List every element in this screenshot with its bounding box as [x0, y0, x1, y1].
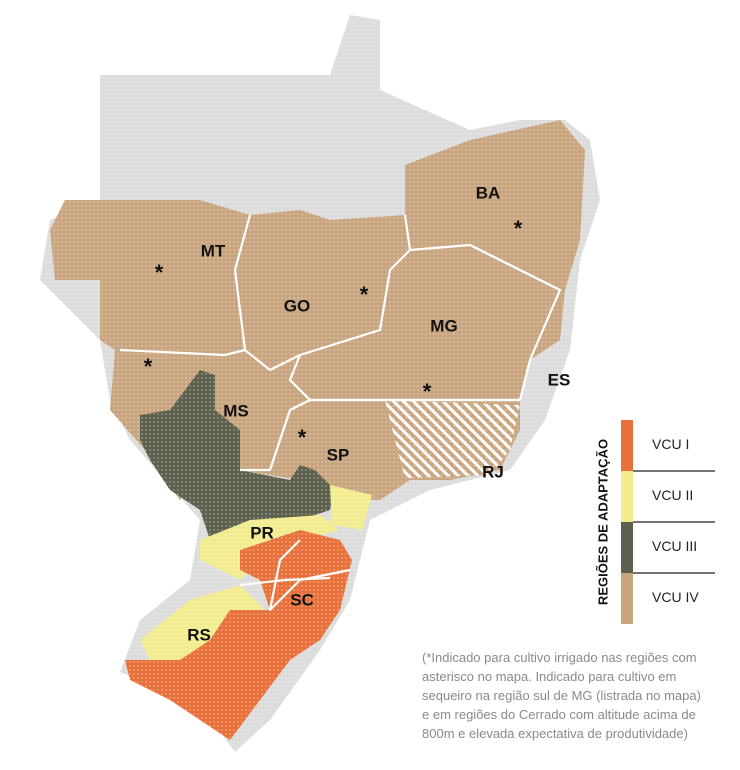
asterisk: *: [423, 379, 432, 404]
state-border: [240, 214, 412, 472]
state-border: [239, 576, 331, 587]
state-label: ES: [548, 370, 571, 389]
legend-swatch: [621, 573, 633, 624]
state-border: [244, 349, 301, 372]
asterisk: *: [360, 282, 369, 307]
state-label: MS: [223, 401, 249, 420]
state-label: PR: [250, 523, 274, 542]
legend-swatch: [621, 420, 633, 471]
legend-swatch: [621, 471, 633, 522]
legend-label: VCU III: [652, 538, 697, 554]
asterisk: *: [298, 425, 307, 450]
legend-title: REGIÕES DE ADAPTAÇÃO: [595, 439, 610, 605]
map-labels: MT GO MG BA ES MS SP RJ PR SC RS * * * *…: [144, 183, 571, 644]
state-label: RS: [187, 625, 211, 644]
footnote: (*Indicado para cultivo irrigado nas reg…: [422, 650, 701, 741]
state-label: GO: [284, 296, 310, 315]
state-label: MT: [201, 241, 226, 260]
state-label: MG: [430, 316, 457, 335]
note-line: sequeiro na região sul de MG (listrada n…: [422, 688, 701, 703]
state-label: BA: [476, 183, 501, 202]
state-label: SP: [327, 445, 350, 464]
note-line: asterisco no mapa. Indicado para cultivo…: [422, 669, 676, 684]
state-label: RJ: [482, 462, 504, 481]
note-line: (*Indicado para cultivo irrigado nas reg…: [422, 650, 697, 665]
note-line: 800m e elevada expectativa de produtivid…: [422, 726, 688, 741]
state-label: SC: [290, 590, 314, 609]
dot-texture: [0, 0, 600, 770]
asterisk: *: [155, 260, 164, 285]
asterisk: *: [514, 216, 523, 241]
map: [0, 0, 600, 770]
legend: REGIÕES DE ADAPTAÇÃO VCU I VCU II VCU III V…: [595, 420, 715, 624]
legend-swatch: [621, 522, 633, 573]
legend-label: VCU IV: [652, 589, 699, 605]
note-line: e em regiões do Cerrado com altitude aci…: [422, 707, 696, 722]
state-border: [310, 243, 562, 402]
state-border: [268, 539, 351, 612]
asterisk: *: [144, 354, 153, 379]
legend-label: VCU II: [652, 487, 693, 503]
legend-label: VCU I: [652, 436, 689, 452]
